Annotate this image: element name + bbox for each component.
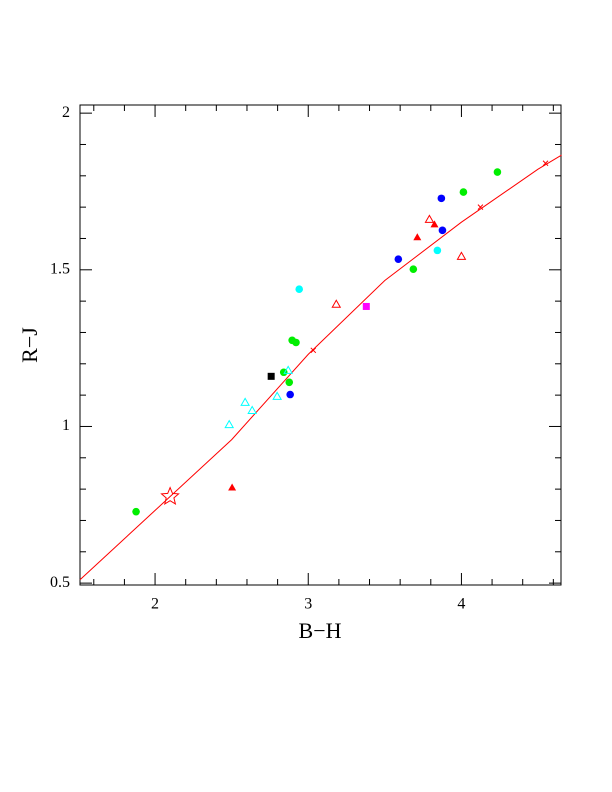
y-tick-label: 2 xyxy=(62,104,70,121)
point xyxy=(477,204,484,210)
point xyxy=(394,255,403,263)
point xyxy=(459,188,468,196)
curve xyxy=(79,154,562,581)
point xyxy=(285,378,294,387)
x-tick-label: 4 xyxy=(457,596,465,613)
point xyxy=(283,365,294,374)
x-axis-label: B−H xyxy=(299,618,342,643)
point xyxy=(240,397,250,406)
point xyxy=(362,302,370,310)
x-tick-label: 3 xyxy=(304,596,312,613)
point xyxy=(267,372,275,380)
point xyxy=(456,251,467,260)
plot-frame xyxy=(79,104,562,586)
point xyxy=(272,391,283,400)
point xyxy=(493,168,502,176)
point xyxy=(310,347,317,354)
point xyxy=(438,226,447,235)
point xyxy=(424,214,435,223)
point xyxy=(437,194,446,203)
y-tick-label: 1 xyxy=(62,417,70,434)
point xyxy=(228,483,237,491)
point xyxy=(430,220,439,228)
y-axis-label: R−J xyxy=(17,327,42,363)
point xyxy=(331,299,342,308)
point xyxy=(160,486,180,505)
point xyxy=(413,233,422,241)
point xyxy=(409,265,418,273)
point xyxy=(224,419,235,429)
y-tick-label: 1.5 xyxy=(50,260,70,277)
point xyxy=(433,246,442,255)
x-tick-label: 2 xyxy=(151,596,159,613)
point xyxy=(542,160,549,167)
point xyxy=(292,338,300,347)
point xyxy=(295,285,304,294)
point xyxy=(132,507,140,516)
point xyxy=(247,405,258,414)
point xyxy=(286,390,294,399)
y-tick-label: 0.5 xyxy=(50,574,70,591)
